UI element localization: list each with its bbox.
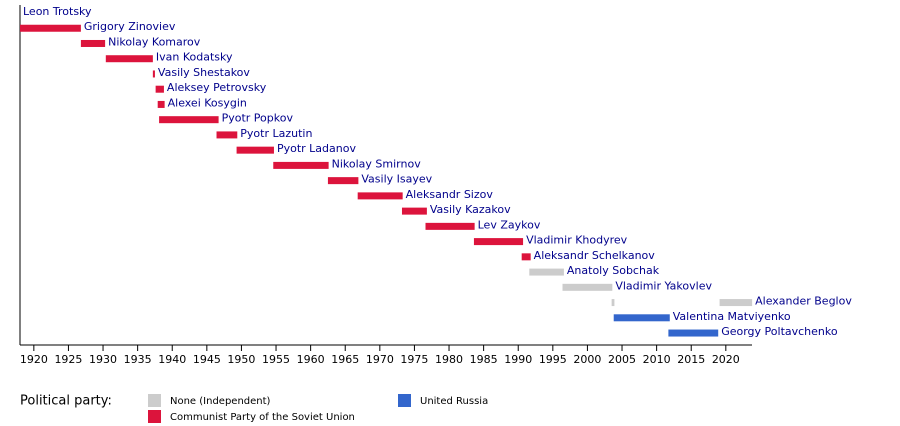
term-bar [611,299,615,307]
term-bar [473,238,524,246]
row-label: Alexander Beglov [755,295,852,308]
x-tick-label: 1970 [366,353,394,366]
legend-label: United Russia [420,396,488,407]
row-label: Grigory Zinoviev [84,20,176,33]
legend-swatch [148,394,161,407]
term-bar [159,116,219,124]
x-tick-label: 1955 [262,353,290,366]
row-label: Ivan Kodatsky [156,51,233,64]
legend-label: None (Independent) [170,396,271,407]
x-tick-label: 1980 [435,353,463,366]
row-label: Aleksandr Sizov [406,188,494,201]
term-bar [13,10,20,17]
legend-title: Political party: [20,394,112,409]
x-tick-label: 1975 [400,353,428,366]
x-tick-label: 2010 [643,353,671,366]
term-bar [521,253,531,261]
row-label: Valentina Matviyenko [673,310,791,323]
x-tick-label: 1925 [54,353,82,366]
x-tick-label: 2020 [712,353,740,366]
x-tick-label: 1935 [124,353,152,366]
term-bar [529,268,564,276]
x-tick-label: 2000 [573,353,601,366]
term-bar [273,161,329,169]
row-label: Pyotr Lazutin [240,127,312,140]
term-bar [216,131,238,139]
x-tick-label: 1950 [227,353,255,366]
term-bar [425,222,475,230]
x-tick-label: 1990 [504,353,532,366]
x-tick-label: 1940 [158,353,186,366]
x-tick-label: 2005 [608,353,636,366]
legend-swatch [398,394,411,407]
row-label: Vasily Shestakov [158,66,250,79]
row-label: Aleksandr Schelkanov [534,249,656,262]
term-bar [401,207,427,215]
row-label: Vladimir Yakovlev [615,279,712,292]
term-bar [668,329,719,337]
row-label: Nikolay Komarov [108,35,201,48]
term-bar [155,85,164,93]
row-label: Lev Zaykov [478,218,541,231]
term-bar [327,177,359,185]
row-label: Vasily Kazakov [430,203,511,216]
term-bar [357,192,403,200]
row-label: Aleksey Petrovsky [167,81,267,94]
x-tick-label: 1965 [331,353,359,366]
legend-swatch [148,410,161,423]
x-tick-label: 2015 [677,353,705,366]
row-label: Alexei Kosygin [168,96,247,109]
x-tick-label: 1930 [89,353,117,366]
term-bar [613,314,670,322]
x-tick-label: 1945 [193,353,221,366]
x-tick-label: 1995 [539,353,567,366]
row-label: Leon Trotsky [23,5,92,18]
term-bar [80,39,106,47]
term-bar [562,283,613,291]
row-label: Vasily Isayev [361,173,432,186]
legend-label: Communist Party of the Soviet Union [170,412,355,423]
x-tick-label: 1985 [470,353,498,366]
term-bar [152,70,155,78]
row-label: Pyotr Popkov [222,112,294,125]
row-label: Vladimir Khodyrev [526,234,628,247]
row-label: Anatoly Sobchak [567,264,660,277]
x-tick-label: 1960 [297,353,325,366]
row-label: Georgy Poltavchenko [721,325,838,338]
term-bar [105,55,153,63]
row-label: Nikolay Smirnov [332,157,422,170]
x-tick-label: 1920 [20,353,48,366]
term-bar [236,146,274,154]
term-bar [157,100,165,108]
term-bar [20,24,81,32]
row-label: Pyotr Ladanov [277,142,356,155]
term-bar [719,299,753,307]
